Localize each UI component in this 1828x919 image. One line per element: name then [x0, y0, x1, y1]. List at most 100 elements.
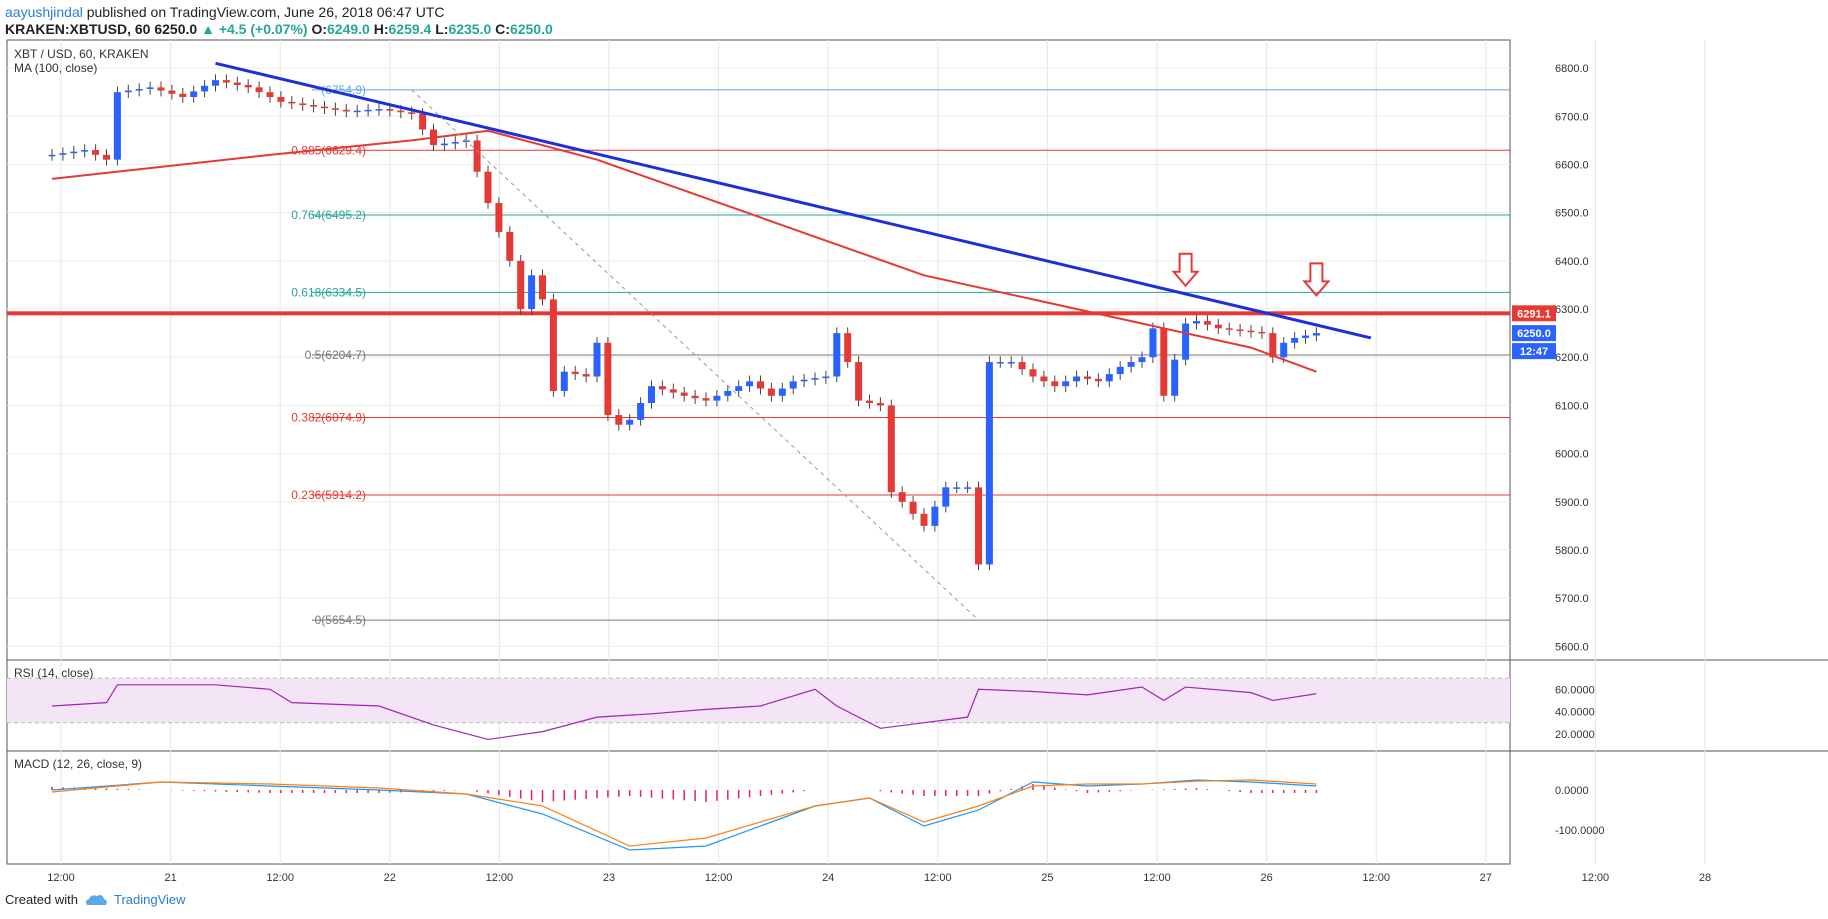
candle-body: [233, 82, 241, 85]
candle-body: [1073, 376, 1081, 382]
candle-body: [1182, 323, 1190, 360]
candle-body: [1160, 328, 1168, 396]
x-tick-label: 12:00: [47, 872, 75, 884]
candle-body: [1040, 376, 1048, 382]
candle-body: [539, 275, 546, 300]
x-tick-label: 12:00: [924, 872, 952, 884]
fib-level-label: 0.5(6204.7): [305, 348, 366, 362]
rsi-tick-label: 40.0000: [1555, 707, 1595, 719]
y-tick-label: 6700.0: [1555, 111, 1589, 123]
rsi-tick-label: 60.0000: [1555, 684, 1595, 696]
candle-body: [255, 87, 263, 93]
candle-body: [331, 108, 339, 110]
candle-body: [942, 487, 950, 507]
candle-body: [680, 392, 688, 396]
rsi-tick-label: 20.0000: [1555, 729, 1595, 741]
price-badge-label: 6250.0: [1517, 328, 1551, 340]
candle-body: [953, 487, 961, 489]
candle-body: [560, 371, 568, 391]
high-label: H:: [373, 21, 389, 37]
candle-body: [408, 112, 416, 114]
close-value: 6250.0: [509, 21, 553, 37]
candle-body: [113, 92, 121, 160]
candle-body: [277, 97, 285, 102]
candle-body: [190, 91, 198, 98]
tradingview-brand[interactable]: TradingView: [113, 892, 186, 907]
x-tick-label: 12:00: [1582, 872, 1610, 884]
candle-body: [822, 376, 830, 379]
candle-body: [1138, 357, 1146, 363]
candle-body: [59, 153, 67, 155]
candle-body: [179, 93, 187, 98]
candle-body: [70, 151, 78, 154]
candle-body: [201, 85, 209, 92]
candle-body: [1171, 359, 1179, 396]
candle-body: [975, 487, 982, 565]
x-tick-label: 28: [1699, 872, 1711, 884]
candle-body: [1116, 366, 1124, 375]
candle-body: [637, 403, 645, 420]
x-tick-label: 27: [1480, 872, 1492, 884]
x-tick-label: 26: [1260, 872, 1272, 884]
close-label: C:: [495, 21, 510, 37]
signal-line: [51, 779, 1317, 847]
author-link[interactable]: aayushjindal: [5, 4, 83, 20]
y-tick-label: 6200.0: [1555, 352, 1589, 364]
candle-body: [92, 150, 100, 155]
candle-body: [931, 506, 939, 526]
candle-body: [506, 231, 514, 261]
y-tick-label: 6000.0: [1555, 449, 1589, 461]
price-badge: [1512, 325, 1556, 342]
candle-body: [266, 92, 274, 98]
candle-body: [484, 171, 492, 204]
candle-body: [386, 109, 394, 111]
chart-header: aayushjindal published on TradingView.co…: [0, 0, 1828, 37]
candle-body: [135, 88, 143, 91]
candle-body: [767, 388, 775, 396]
y-tick-label: 5700.0: [1555, 593, 1589, 605]
candle-body: [364, 109, 372, 112]
low-value: 6235.0: [448, 21, 492, 37]
candle-body: [48, 154, 56, 157]
x-tick-label: 24: [822, 872, 834, 884]
y-tick-label: 5900.0: [1555, 497, 1589, 509]
candle-body: [1062, 381, 1070, 387]
candle-body: [375, 109, 383, 111]
candle-body: [1269, 333, 1277, 358]
down-arrow-icon: [1302, 262, 1331, 297]
candle-body: [604, 342, 612, 416]
rsi-line: [51, 684, 1317, 741]
tradingview-cloud-icon: [85, 894, 107, 905]
candle-body: [1007, 362, 1015, 364]
candle-body: [1051, 381, 1059, 387]
candle-body: [702, 398, 710, 401]
candle-body: [898, 492, 906, 502]
candle-body: [1302, 335, 1309, 338]
candle-body: [81, 150, 89, 152]
candle-body: [571, 371, 579, 375]
candle-body: [724, 390, 732, 396]
candle-body: [440, 143, 448, 146]
y-tick-label: 5800.0: [1555, 545, 1589, 557]
candle-body: [1312, 333, 1320, 336]
candle-body: [212, 80, 219, 86]
candle-body: [222, 80, 230, 83]
resistance-line: [7, 311, 1510, 316]
fib-level-label: (6754.9): [321, 83, 366, 97]
candle-body: [964, 487, 972, 489]
candle-body: [1247, 330, 1255, 333]
candle-body: [495, 203, 503, 232]
created-with-text: Created with: [5, 892, 78, 907]
candle-body: [626, 419, 634, 425]
candle-body: [757, 381, 764, 389]
x-tick-label: 12:00: [1362, 872, 1390, 884]
candle-body: [658, 386, 666, 390]
down-arrow-icon: [1171, 252, 1200, 288]
fib-level-label: 0.764(6495.2): [291, 208, 366, 222]
candle-body: [887, 405, 895, 493]
x-tick-label: 25: [1041, 872, 1053, 884]
candle-body: [157, 87, 165, 91]
fib-level-label: 0(5654.5): [315, 613, 366, 627]
candle-body: [103, 154, 110, 160]
price-chart[interactable]: 12:00 21 12:00 22 12:00 23 12:00 24 12:00 25 12:00…: [0, 36, 1828, 886]
